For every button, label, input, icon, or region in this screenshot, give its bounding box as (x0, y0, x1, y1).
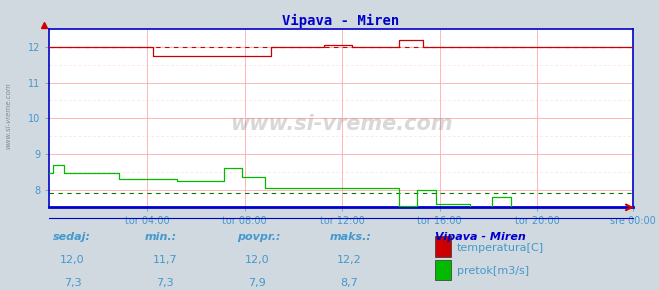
Text: 11,7: 11,7 (152, 255, 177, 265)
Text: sedaj:: sedaj: (53, 232, 91, 242)
Text: 7,9: 7,9 (248, 278, 266, 288)
Text: pretok[m3/s]: pretok[m3/s] (457, 266, 529, 276)
Text: 7,3: 7,3 (156, 278, 173, 288)
Text: Vipava - Miren: Vipava - Miren (435, 232, 526, 242)
Text: 8,7: 8,7 (341, 278, 358, 288)
Text: temperatura[C]: temperatura[C] (457, 243, 544, 253)
Text: 12,0: 12,0 (60, 255, 85, 265)
Text: 7,3: 7,3 (64, 278, 81, 288)
Text: povpr.:: povpr.: (237, 232, 281, 242)
Text: www.si-vreme.com: www.si-vreme.com (5, 83, 11, 149)
Text: min.:: min.: (145, 232, 177, 242)
Text: 12,0: 12,0 (244, 255, 270, 265)
Text: www.si-vreme.com: www.si-vreme.com (230, 113, 452, 133)
Title: Vipava - Miren: Vipava - Miren (283, 14, 399, 28)
Text: maks.:: maks.: (330, 232, 372, 242)
Text: 12,2: 12,2 (337, 255, 362, 265)
